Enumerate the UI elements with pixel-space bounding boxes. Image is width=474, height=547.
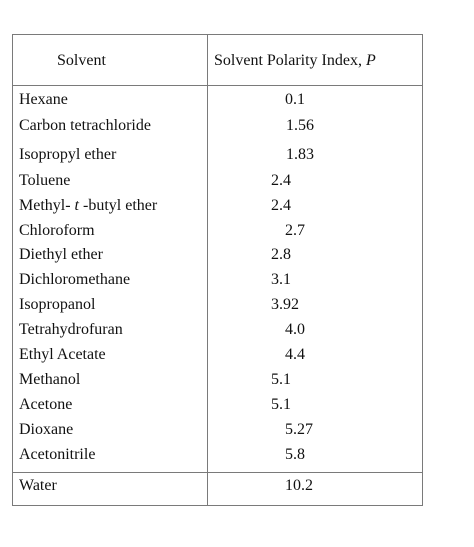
row-value: 2.8: [271, 246, 291, 263]
row-name: Dichloromethane: [19, 271, 131, 288]
solvent-polarity-table: Solvent Solvent Polarity Index, P Hexane…: [12, 34, 423, 506]
row-name-suffix: -butyl ether: [79, 197, 158, 214]
row-value: 2.4: [271, 197, 291, 214]
row-value: 2.7: [285, 222, 305, 239]
row-value: 0.1: [285, 91, 305, 108]
row-name: Diethyl ether: [19, 246, 103, 263]
row-name: Isopropanol: [19, 296, 96, 313]
header-polarity-symbol: P: [365, 52, 376, 69]
row-value: 5.27: [285, 421, 313, 438]
row-name: Ethyl Acetate: [19, 346, 106, 363]
last-row-divider: [13, 472, 422, 473]
row-name: Hexane: [19, 91, 68, 108]
row-value: 2.4: [271, 172, 291, 189]
header-divider: [13, 85, 422, 86]
row-value: 5.8: [285, 446, 305, 463]
row-value: 4.4: [285, 346, 305, 363]
header-polarity-label: Solvent Polarity Index,: [214, 52, 366, 69]
row-name: Isopropyl ether: [19, 146, 117, 163]
row-name: Chloroform: [19, 222, 95, 239]
row-name: Acetone: [19, 396, 73, 413]
row-name: Carbon tetrachloride: [19, 117, 151, 134]
row-name: Tetrahydrofuran: [19, 321, 123, 338]
row-value: 10.2: [285, 477, 313, 494]
row-value: 4.0: [285, 321, 305, 338]
row-name: Methyl- t -butyl ether: [19, 196, 157, 216]
column-divider: [207, 35, 208, 505]
row-value: 1.56: [286, 117, 314, 134]
row-name-italic: t: [74, 197, 79, 214]
row-name: Toluene: [19, 172, 71, 189]
row-value: 1.83: [286, 146, 314, 163]
row-value: 3.92: [271, 296, 299, 313]
row-value: 5.1: [271, 396, 291, 413]
header-polarity-index: Solvent Polarity Index, P: [214, 51, 376, 71]
row-name: Methanol: [19, 371, 81, 388]
row-value: 5.1: [271, 371, 291, 388]
header-solvent: Solvent: [57, 52, 106, 69]
row-name-prefix: Methyl-: [19, 197, 75, 214]
row-name: Dioxane: [19, 421, 74, 438]
row-value: 3.1: [271, 271, 291, 288]
row-name: Water: [19, 477, 57, 494]
row-name: Acetonitrile: [19, 446, 96, 463]
